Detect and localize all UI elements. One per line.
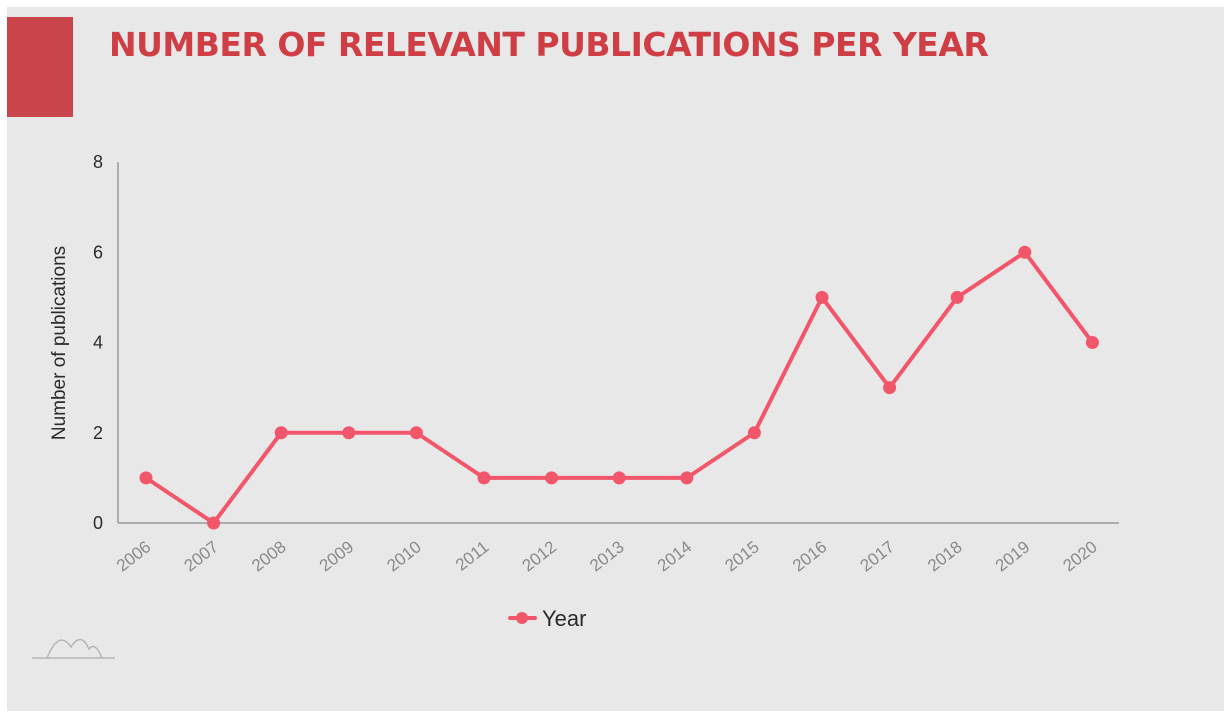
x-axis-ticks: 2006 2007 2008 2009 2010 2011 2012 2013 2014 2015… xyxy=(113,537,1101,575)
x-tick-label: 2016 xyxy=(789,537,831,575)
page-title: NUMBER OF RELEVANT PUBLICATIONS PER YEAR xyxy=(109,25,989,64)
accent-block xyxy=(7,17,73,117)
legend: Year xyxy=(508,606,586,631)
x-tick-label: 2018 xyxy=(924,537,966,575)
x-tick-label: 2012 xyxy=(519,537,561,575)
data-point xyxy=(680,471,694,485)
data-point xyxy=(274,426,288,440)
data-point xyxy=(1018,245,1032,259)
mountain-logo-icon xyxy=(32,638,115,659)
data-point xyxy=(883,381,897,395)
data-point xyxy=(1085,336,1099,349)
x-tick-label: 2009 xyxy=(316,537,358,575)
slide: NUMBER OF RELEVANT PUBLICATIONS PER YEAR… xyxy=(7,7,1224,711)
legend-marker-dot xyxy=(516,612,528,624)
data-point xyxy=(950,290,964,304)
data-point xyxy=(409,426,423,440)
legend-label-year: Year xyxy=(542,606,586,631)
y-tick-label: 6 xyxy=(93,242,103,262)
data-point xyxy=(139,471,153,485)
data-point xyxy=(342,426,356,440)
x-tick-label: 2020 xyxy=(1059,537,1101,575)
series-points xyxy=(139,245,1099,530)
x-tick-label: 2008 xyxy=(248,537,290,575)
x-tick-label: 2006 xyxy=(113,537,155,575)
y-tick-label: 4 xyxy=(93,333,103,353)
x-tick-label: 2011 xyxy=(452,537,493,574)
x-tick-label: 2015 xyxy=(721,537,763,575)
data-point xyxy=(747,426,761,440)
data-point xyxy=(207,516,221,530)
y-tick-label: 2 xyxy=(93,423,103,443)
x-tick-label: 2010 xyxy=(383,537,425,575)
x-tick-label: 2013 xyxy=(586,537,628,575)
x-tick-label: 2014 xyxy=(654,537,696,575)
y-axis-ticks: 0 2 4 6 8 xyxy=(93,152,103,533)
data-point xyxy=(815,290,829,304)
y-axis-title: Number of publications xyxy=(49,246,70,440)
x-tick-label: 2017 xyxy=(857,537,899,575)
data-point xyxy=(612,471,626,485)
data-point xyxy=(477,471,491,485)
x-tick-label: 2019 xyxy=(992,537,1034,575)
x-tick-label: 2007 xyxy=(181,537,223,575)
data-point xyxy=(545,471,559,485)
y-tick-label: 8 xyxy=(93,152,103,172)
y-tick-label: 0 xyxy=(93,513,103,533)
